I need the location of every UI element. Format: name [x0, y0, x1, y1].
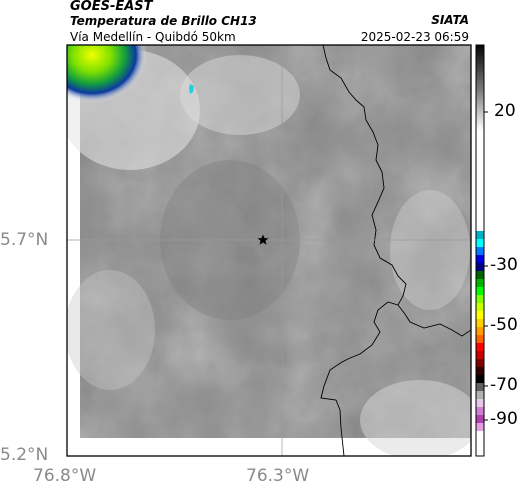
map-frame — [66, 44, 472, 457]
colorbar — [475, 44, 488, 457]
department-border — [397, 304, 471, 337]
colorbar-label: -90 — [490, 409, 518, 429]
agency-label: SIATA — [431, 13, 469, 27]
colorbar-label: -70 — [490, 375, 518, 395]
satellite-title: GOES-EAST — [70, 0, 153, 14]
x-tick-label: 76.8°W — [33, 466, 97, 486]
region-label: Vía Medellín - Quibdó 50km — [70, 30, 236, 44]
timestamp-label: 2025-02-23 06:59 — [360, 30, 469, 44]
country-border — [320, 45, 407, 456]
colorbar-label: -30 — [490, 255, 518, 275]
location-star-icon — [257, 234, 269, 245]
satellite-image — [67, 45, 471, 456]
y-tick-label: 5.7°N — [0, 230, 49, 250]
colorbar-label: 20 — [494, 101, 516, 121]
colorbar-label: -50 — [490, 315, 518, 335]
x-tick-label: 76.3°W — [246, 466, 310, 486]
product-title: Temperatura de Brillo CH13 — [70, 14, 257, 28]
y-tick-label: 5.2°N — [0, 445, 49, 465]
